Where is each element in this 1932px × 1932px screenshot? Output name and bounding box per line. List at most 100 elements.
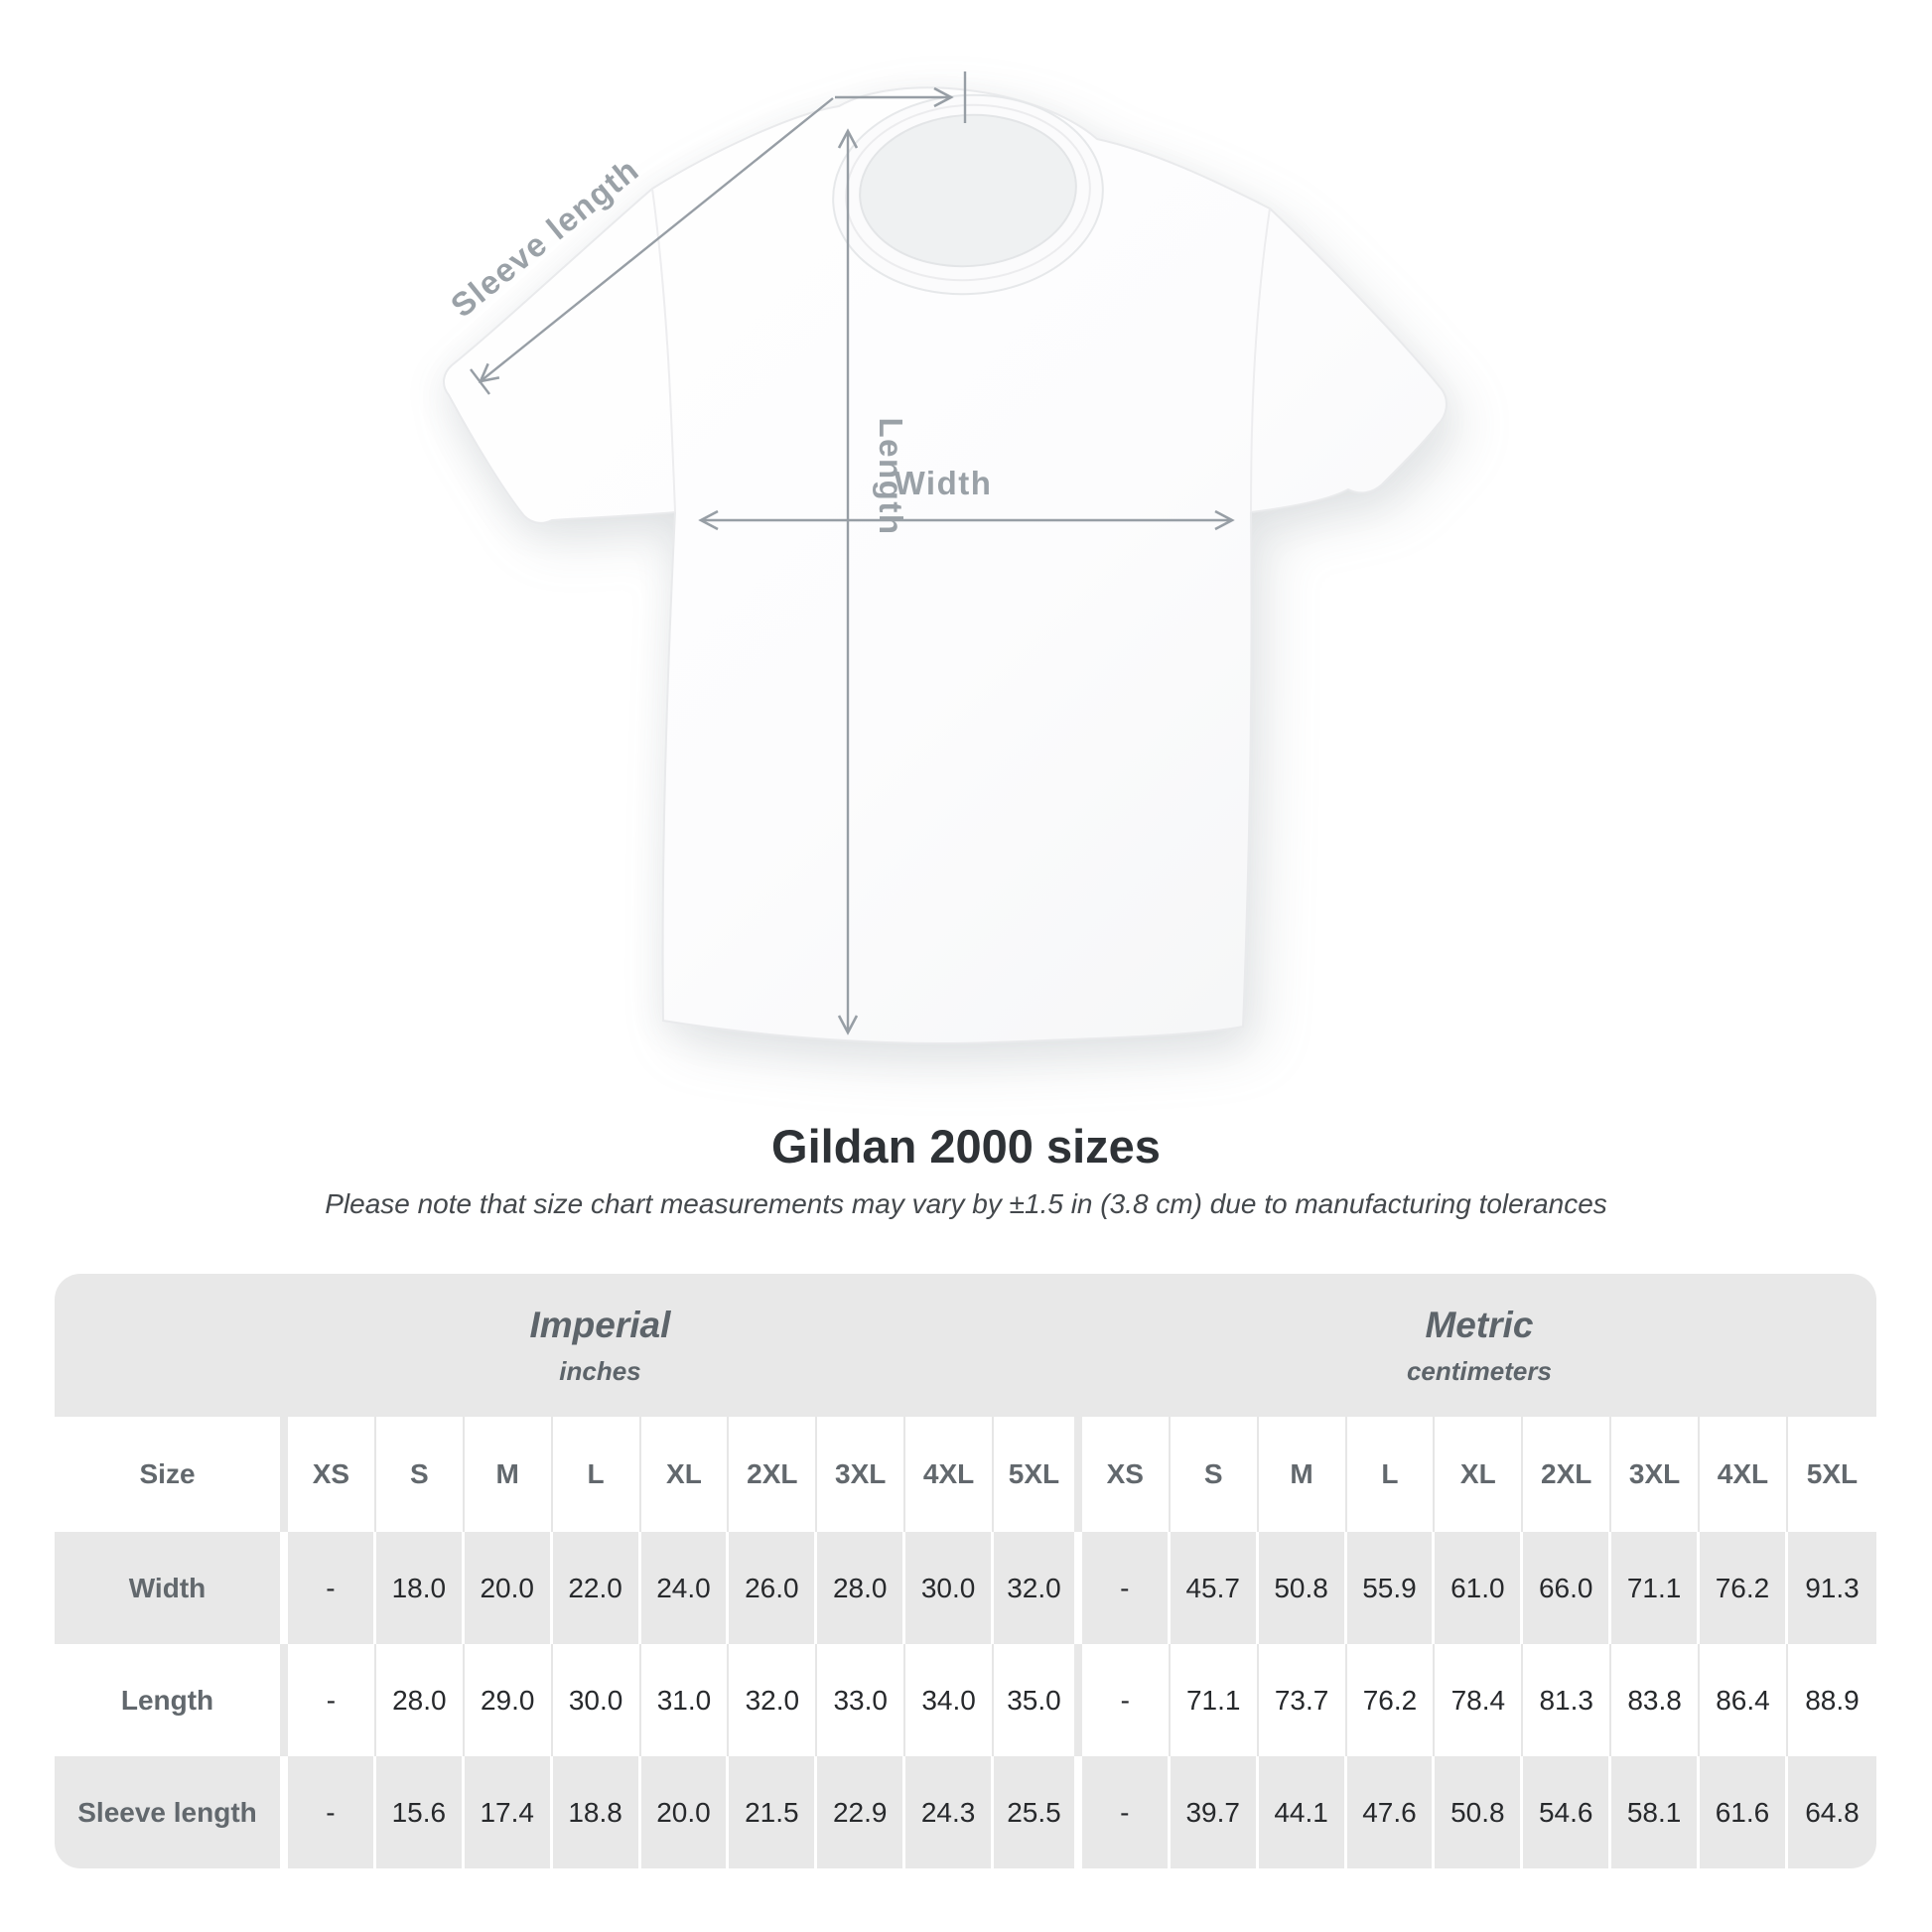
size-column-header: 5XL (994, 1417, 1082, 1532)
measurement-value-cell: 50.8 (1435, 1756, 1524, 1868)
measurement-value-cell: 28.0 (375, 1644, 465, 1756)
measurement-value-cell: 32.0 (994, 1532, 1082, 1644)
measurement-value-cell: - (288, 1532, 376, 1644)
measurement-value-cell: 31.0 (640, 1644, 730, 1756)
measurement-value-cell: - (1081, 1532, 1171, 1644)
size-column-header: S (375, 1417, 465, 1532)
measurement-value-cell: 44.1 (1258, 1756, 1347, 1868)
measurement-value-cell: 76.2 (1700, 1532, 1788, 1644)
size-column-header: 4XL (905, 1417, 994, 1532)
width-row: Width -18.0 20.0 22.0 24.0 26.0 28.0 30.0 32.0-… (55, 1532, 1876, 1644)
sleeve-length-end-tick (470, 368, 490, 395)
measurement-value-cell: 71.1 (1611, 1532, 1700, 1644)
measurement-value-cell: 88.9 (1787, 1644, 1876, 1756)
measurement-value-cell: 20.0 (464, 1532, 553, 1644)
tolerance-note: Please note that size chart measurements… (325, 1188, 1607, 1219)
measurement-value-cell: 35.0 (994, 1644, 1082, 1756)
metric-label: Metric (1425, 1305, 1534, 1345)
measurement-value-cell: 76.2 (1346, 1644, 1436, 1756)
measurement-value-cell: 61.0 (1435, 1532, 1524, 1644)
tshirt-measurement-diagram: Sleeve length Length Width (443, 71, 1448, 1045)
measurement-value-cell: 55.9 (1346, 1532, 1436, 1644)
measurement-value-cell: 39.7 (1170, 1756, 1259, 1868)
sleeve-length-line (478, 97, 834, 383)
measurement-value-cell: 30.0 (905, 1532, 994, 1644)
measurement-value-cell: 29.0 (464, 1644, 553, 1756)
measurement-value-cell: 64.8 (1787, 1756, 1876, 1868)
length-row: Length -28.0 29.0 30.0 31.0 32.0 33.0 34.0 35.0… (55, 1644, 1876, 1756)
size-column-header: L (552, 1417, 641, 1532)
measurement-value-cell: - (288, 1644, 376, 1756)
size-column-header: 3XL (817, 1417, 906, 1532)
size-column-header: XL (1435, 1417, 1524, 1532)
metric-unit-label: centimeters (1406, 1356, 1552, 1386)
measurement-value-cell: 18.0 (375, 1532, 465, 1644)
size-column-header: S (1170, 1417, 1259, 1532)
measurement-value-cell: 22.9 (817, 1756, 906, 1868)
measurement-value-cell: 24.0 (640, 1532, 730, 1644)
heading-block: Gildan 2000 sizes Please note that size … (0, 1118, 1932, 1221)
size-column-header: 5XL (1787, 1417, 1876, 1532)
size-column-header: 2XL (729, 1417, 818, 1532)
size-column-header: L (1346, 1417, 1436, 1532)
measurement-value-cell: 47.6 (1346, 1756, 1436, 1868)
size-column-header: 4XL (1700, 1417, 1788, 1532)
measurement-value-cell: 34.0 (905, 1644, 994, 1756)
imperial-group-header: Imperial inches (55, 1274, 1082, 1417)
measurement-value-cell: 30.0 (552, 1644, 641, 1756)
measurement-value-cell: 73.7 (1258, 1644, 1347, 1756)
size-header-row: Size XS S M L XL 2XL 3XL 4XL 5XL XS S M L XL 2XL 3XL 4XL… (55, 1417, 1876, 1532)
measurement-value-cell: 18.8 (552, 1756, 641, 1868)
measurement-value-cell: - (288, 1756, 376, 1868)
measurement-value-cell: 21.5 (729, 1756, 818, 1868)
measurement-value-cell: 32.0 (729, 1644, 818, 1756)
measurement-value-cell: 22.0 (552, 1532, 641, 1644)
length-row-label: Length (55, 1644, 288, 1756)
measurement-value-cell: 20.0 (640, 1756, 730, 1868)
measurement-value-cell: 24.3 (905, 1756, 994, 1868)
imperial-unit-label: inches (559, 1356, 641, 1386)
size-column-header: XS (288, 1417, 376, 1532)
length-label: Length (873, 418, 909, 536)
measurement-value-cell: 45.7 (1170, 1532, 1259, 1644)
sleeve-length-row: Sleeve length -15.6 17.4 18.8 20.0 21.5 22.9 2… (55, 1756, 1876, 1868)
size-column-header: M (1258, 1417, 1347, 1532)
size-column-header: M (464, 1417, 553, 1532)
size-corner-label: Size (55, 1417, 288, 1532)
measurement-value-cell: 25.5 (994, 1756, 1082, 1868)
measurement-value-cell: 50.8 (1258, 1532, 1347, 1644)
measurement-value-cell: 81.3 (1523, 1644, 1612, 1756)
width-row-label: Width (55, 1532, 288, 1644)
unit-group-header-row: Imperial inches Metric centimeters (55, 1274, 1876, 1417)
measurement-value-cell: - (1081, 1756, 1171, 1868)
measurement-value-cell: 78.4 (1435, 1644, 1524, 1756)
measurement-value-cell: 54.6 (1523, 1756, 1612, 1868)
measurement-value-cell: 17.4 (464, 1756, 553, 1868)
measurement-value-cell: 15.6 (375, 1756, 465, 1868)
metric-group-header: Metric centimeters (1081, 1274, 1876, 1417)
measurement-value-cell: 71.1 (1170, 1644, 1259, 1756)
measurement-value-cell: 33.0 (817, 1644, 906, 1756)
sleeve-length-row-label: Sleeve length (55, 1756, 288, 1868)
page-title: Gildan 2000 sizes (771, 1120, 1161, 1173)
measurement-value-cell: 26.0 (729, 1532, 818, 1644)
size-column-header: XS (1081, 1417, 1171, 1532)
measurement-value-cell: 61.6 (1700, 1756, 1788, 1868)
size-table: Imperial inches Metric centimeters Size … (55, 1274, 1876, 1868)
measurement-value-cell: 28.0 (817, 1532, 906, 1644)
size-column-header: 2XL (1523, 1417, 1612, 1532)
size-column-header: 3XL (1611, 1417, 1700, 1532)
imperial-label: Imperial (529, 1305, 671, 1345)
tshirt-image (443, 86, 1448, 1045)
measurement-value-cell: 83.8 (1611, 1644, 1700, 1756)
dimension-lines (470, 71, 1235, 1035)
measurement-value-cell: 86.4 (1700, 1644, 1788, 1756)
measurement-value-cell: 91.3 (1787, 1532, 1876, 1644)
size-table-container: Imperial inches Metric centimeters Size … (55, 1274, 1876, 1868)
measurement-value-cell: - (1081, 1644, 1171, 1756)
width-label: Width (895, 465, 993, 501)
measurement-value-cell: 58.1 (1611, 1756, 1700, 1868)
size-column-header: XL (640, 1417, 730, 1532)
measurement-value-cell: 66.0 (1523, 1532, 1612, 1644)
